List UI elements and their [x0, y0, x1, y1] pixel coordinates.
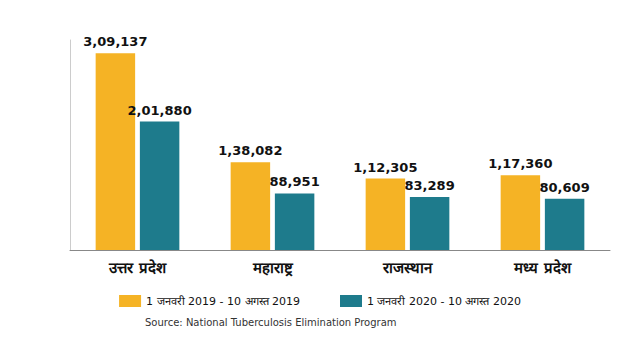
svg-text:88,951: 88,951 [270, 174, 320, 189]
svg-text:1,38,082: 1,38,082 [218, 143, 282, 158]
svg-text:1,17,360: 1,17,360 [488, 156, 552, 171]
svg-text:80,609: 80,609 [540, 180, 590, 195]
svg-text:83,289: 83,289 [405, 178, 455, 193]
svg-text:मध्य प्रदेश: मध्य प्रदेश [513, 259, 571, 277]
svg-text:3,09,137: 3,09,137 [83, 34, 147, 49]
svg-text:महाराष्ट्र: महाराष्ट्र [252, 259, 294, 277]
svg-text:1 जनवरी 2019 - 10 अगस्त 2019: 1 जनवरी 2019 - 10 अगस्त 2019 [146, 295, 300, 308]
svg-text:Source: National Tuberculosis: Source: National Tuberculosis Eliminatio… [145, 317, 397, 328]
svg-text:उत्तर प्रदेश: उत्तर प्रदेश [108, 259, 166, 277]
svg-text:2,01,880: 2,01,880 [128, 103, 192, 118]
svg-text:राजस्थान: राजस्थान [382, 259, 433, 277]
svg-text:1 जनवरी 2020 - 10 अगस्त 2020: 1 जनवरी 2020 - 10 अगस्त 2020 [367, 295, 521, 308]
svg-text:1,12,305: 1,12,305 [353, 160, 417, 175]
